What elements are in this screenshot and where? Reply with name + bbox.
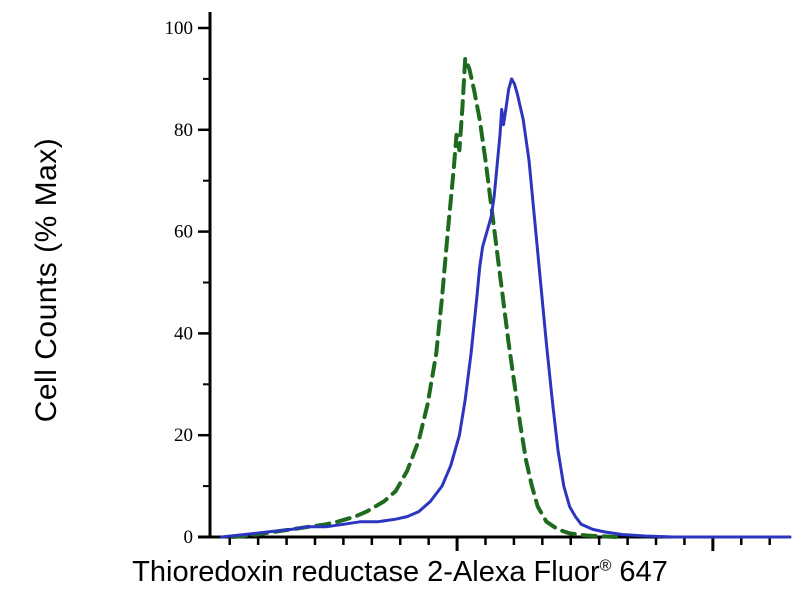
x-axis-label: Thioredoxin reductase 2-Alexa Fluor® 647	[0, 556, 800, 589]
x-axis-label-suffix: 647	[611, 556, 668, 588]
y-tick-label: 80	[174, 120, 193, 141]
y-tick-label: 0	[184, 527, 194, 548]
y-tick-label: 40	[174, 323, 193, 344]
y-tick-label: 100	[165, 18, 194, 39]
registered-trademark-icon: ®	[599, 557, 612, 575]
y-tick-label: 60	[174, 222, 193, 243]
curve-control-dashed	[231, 56, 618, 539]
y-tick-label: 20	[174, 425, 193, 446]
plot-area: 0 20 40 60 80 100	[165, 12, 792, 551]
curve-sample-solid	[220, 77, 792, 539]
y-axis-label: Cell Counts (% Max)	[30, 137, 63, 423]
x-axis-label-main: Thioredoxin reductase 2-Alexa Fluor	[132, 556, 600, 588]
